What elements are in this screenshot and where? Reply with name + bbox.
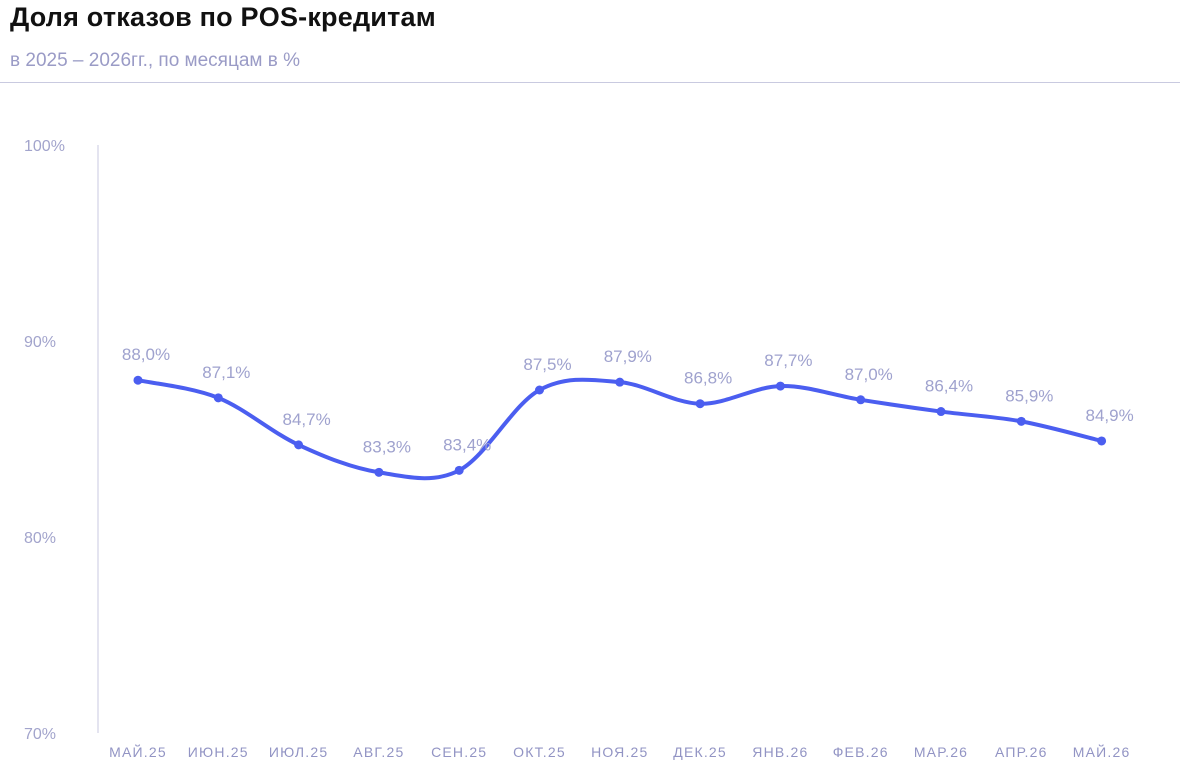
data-point: [1097, 436, 1107, 446]
x-tick-label: МАЙ.25: [109, 743, 167, 760]
data-label: 86,4%: [925, 377, 973, 396]
x-tick-label: АВГ.25: [353, 744, 404, 760]
x-tick-label: МАЙ.26: [1073, 743, 1131, 760]
data-point: [213, 393, 223, 403]
data-point: [615, 377, 625, 387]
data-label: 84,9%: [1085, 406, 1133, 425]
x-tick-label: АПР.26: [995, 744, 1048, 760]
data-point: [535, 385, 544, 395]
x-tick-label: ФЕВ.26: [833, 744, 889, 760]
data-point: [775, 381, 785, 391]
data-label: 87,9%: [604, 347, 652, 366]
x-tick-label: СЕН.25: [431, 744, 487, 760]
data-labels: 88,0% 87,1% 84,7% 83,3% 83,4% 87,5% 87,9% 86,8%…: [122, 345, 1134, 456]
data-label: 83,4%: [443, 435, 491, 454]
x-tick-label: ИЮН.25: [188, 744, 249, 760]
y-tick-labels: 70% 80% 90% 100%: [24, 138, 65, 743]
data-point: [133, 375, 143, 385]
data-point: [1016, 416, 1026, 426]
data-label: 87,7%: [764, 351, 812, 370]
data-label: 88,0%: [122, 345, 170, 364]
x-tick-label: МАР.26: [914, 744, 968, 760]
data-label: 87,1%: [202, 363, 250, 382]
y-tick-label: 100%: [24, 138, 65, 155]
data-point: [374, 467, 384, 477]
chart-subtitle: в 2025 – 2026гг., по месяцам в %: [10, 50, 301, 71]
y-tick-label: 90%: [24, 334, 56, 351]
data-point: [695, 399, 705, 409]
x-tick-label: ДЕК.25: [673, 744, 727, 760]
x-tick-label: НОЯ.25: [591, 744, 648, 760]
data-label: 86,8%: [684, 369, 732, 388]
data-label: 87,5%: [523, 355, 571, 374]
data-points: [133, 375, 1107, 477]
data-label: 83,3%: [363, 437, 411, 456]
x-tick-labels: МАЙ.25 ИЮН.25 ИЮЛ.25 АВГ.25 СЕН.25 ОКТ.25 НОЯ.…: [109, 743, 1131, 760]
y-tick-label: 80%: [24, 530, 56, 547]
data-label: 85,9%: [1005, 386, 1053, 405]
x-tick-label: ИЮЛ.25: [269, 744, 328, 760]
data-point: [936, 407, 946, 417]
data-point: [294, 440, 304, 450]
y-tick-label: 70%: [24, 726, 56, 743]
x-tick-label: ОКТ.25: [513, 744, 566, 760]
header-divider: [0, 82, 1180, 83]
data-label: 87,0%: [845, 365, 893, 384]
data-point: [454, 465, 464, 475]
chart-title: Доля отказов по POS-кредитам: [10, 2, 436, 32]
data-point: [856, 395, 866, 405]
data-label: 84,7%: [282, 410, 330, 429]
x-tick-label: ЯНВ.26: [752, 744, 808, 760]
